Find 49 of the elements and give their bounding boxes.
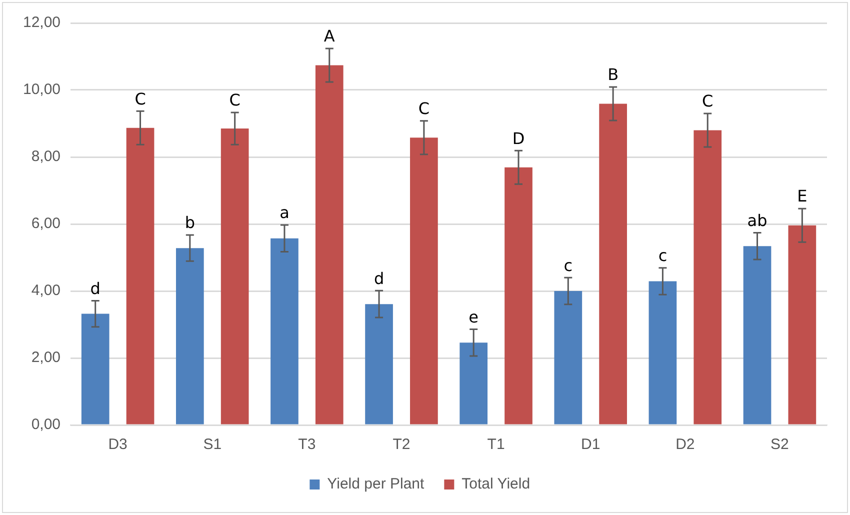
data-label: b	[184, 213, 195, 232]
data-label: c	[564, 256, 573, 275]
data-label: e	[468, 307, 479, 326]
data-label: E	[797, 186, 808, 206]
y-tick-label: 0,00	[31, 416, 61, 434]
bar	[743, 246, 772, 424]
bar	[694, 130, 722, 424]
bar	[365, 304, 393, 424]
data-label: c	[658, 246, 668, 266]
data-label: d	[374, 268, 384, 288]
x-tick-label: D1	[581, 436, 600, 454]
y-tick-label: 2,00	[31, 349, 61, 366]
bar	[126, 128, 154, 424]
y-tick-label: 12,00	[22, 14, 61, 32]
bar	[410, 138, 438, 424]
x-tick-label: S1	[203, 436, 222, 454]
bar	[648, 281, 677, 424]
y-tick-label: 8,00	[31, 148, 61, 166]
bar	[220, 128, 249, 424]
legend-label: Yield per Plant	[327, 476, 426, 493]
y-tick-label: 4,00	[31, 282, 61, 300]
y-tick-label: 6,00	[31, 215, 61, 232]
bar	[554, 291, 582, 424]
x-tick-label: D3	[108, 436, 128, 454]
data-label: a	[280, 203, 290, 222]
bar	[788, 225, 816, 424]
bar	[176, 248, 204, 424]
data-label: D	[512, 128, 525, 148]
data-label: d	[90, 278, 100, 298]
data-label: ab	[747, 210, 768, 230]
bar	[460, 342, 488, 424]
bar	[270, 238, 298, 424]
data-label: A	[324, 26, 335, 46]
legend-label: Total Yield	[462, 476, 530, 493]
bar	[315, 65, 344, 424]
data-label: C	[418, 98, 430, 118]
data-label: C	[229, 90, 240, 110]
x-tick-label: T3	[298, 436, 316, 454]
data-label: C	[134, 89, 146, 108]
bar	[599, 104, 627, 424]
x-tick-label: D2	[676, 436, 695, 454]
data-label: C	[702, 92, 714, 111]
bar	[81, 314, 110, 424]
x-tick-label: T1	[487, 436, 505, 454]
y-tick-label: 10,00	[22, 81, 61, 98]
bar	[504, 167, 532, 424]
x-tick-label: S2	[770, 436, 789, 454]
data-label: B	[608, 65, 619, 84]
x-tick-label: T2	[392, 436, 410, 454]
